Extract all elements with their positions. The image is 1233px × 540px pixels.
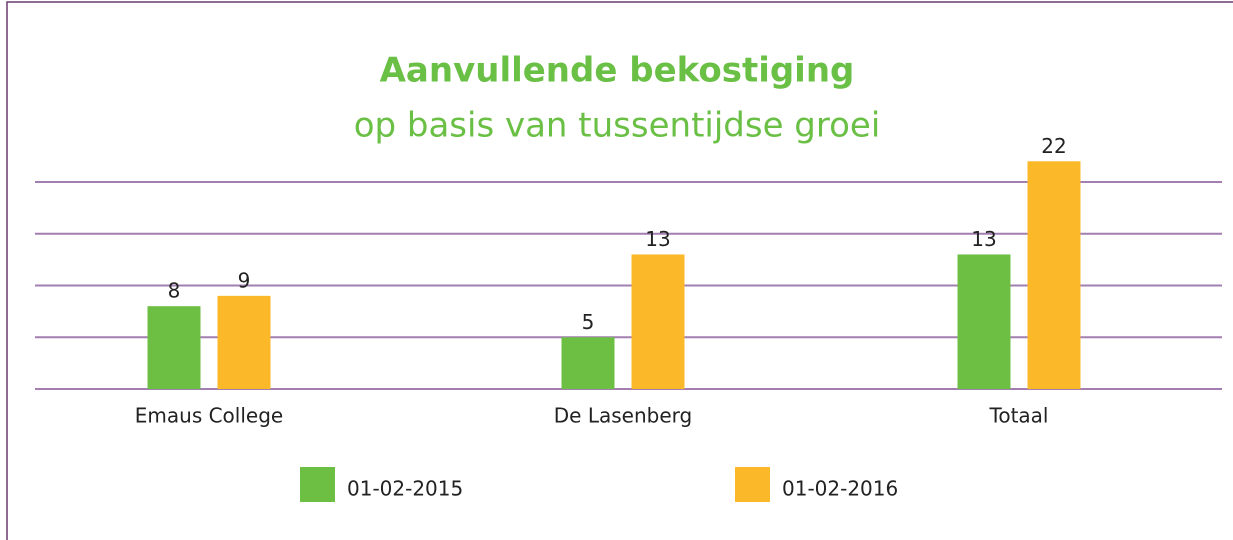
legend-swatch: [300, 467, 335, 502]
frame: [6, 1, 1233, 540]
data-label: 13: [971, 227, 996, 251]
legend-label: 01-02-2015: [347, 477, 463, 501]
x-tick-label: De Lasenberg: [554, 404, 692, 428]
data-label: 8: [168, 279, 181, 303]
x-tick-label: Emaus College: [135, 404, 283, 428]
data-label: 13: [645, 227, 670, 251]
data-label: 9: [238, 268, 251, 292]
bar: [561, 337, 615, 389]
bar: [631, 254, 685, 389]
bar: [957, 254, 1011, 389]
data-label: 5: [582, 310, 595, 334]
data-label: 22: [1041, 134, 1066, 158]
bar: [147, 306, 201, 389]
bar: [1027, 161, 1081, 389]
chart-title: Aanvullende bekostiging: [380, 51, 855, 91]
x-tick-label: Totaal: [989, 404, 1049, 428]
chart-subtitle: op basis van tussentijdse groei: [354, 106, 881, 146]
bar: [217, 295, 271, 389]
legend-swatch: [735, 467, 770, 502]
legend-label: 01-02-2016: [782, 477, 898, 501]
